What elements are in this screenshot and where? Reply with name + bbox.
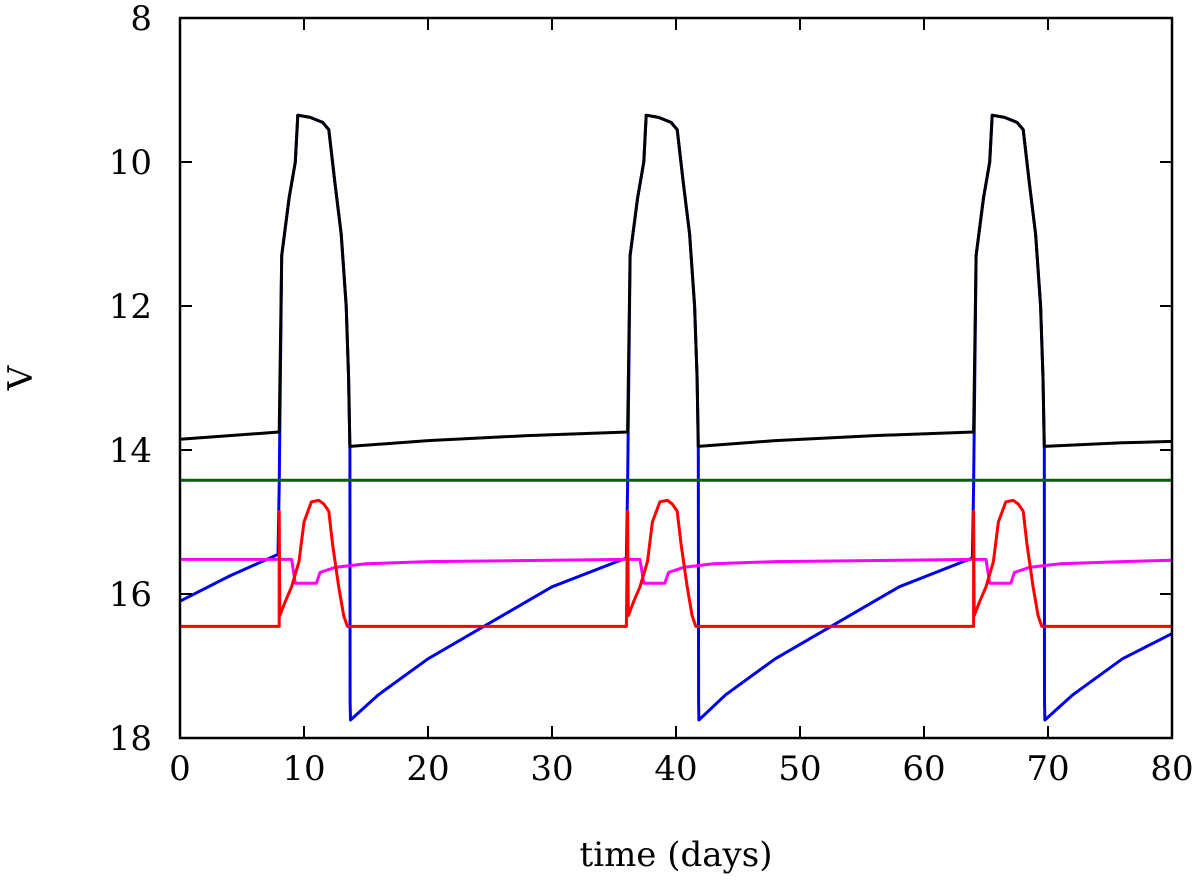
x-tick-label: 60 — [902, 749, 945, 789]
x-tick-label: 10 — [282, 749, 325, 789]
x-tick-label: 0 — [169, 749, 191, 789]
y-tick-label: 18 — [109, 719, 152, 759]
series-line-1 — [179, 113, 1173, 448]
y-tick-label: 16 — [109, 575, 152, 615]
series-layer — [179, 113, 1173, 722]
x-axis-title: time (days) — [580, 835, 773, 875]
x-tick-label: 80 — [1150, 749, 1193, 789]
x-tick-label: 50 — [778, 749, 821, 789]
series-line-4 — [180, 498, 1172, 628]
y-tick-label: 12 — [109, 287, 152, 327]
series-line-0 — [179, 113, 1173, 722]
series-line-3 — [180, 557, 1173, 585]
x-tick-label: 30 — [530, 749, 573, 789]
y-tick-label: 8 — [130, 0, 152, 39]
labels-layer: 0 10 20 30 40 50 60 70 80 8 10 12 14 16 18 — [109, 0, 1194, 789]
x-tick-label: 40 — [654, 749, 697, 789]
ticks-layer — [179, 17, 1173, 739]
x-tick-label: 20 — [406, 749, 449, 789]
y-tick-label: 14 — [109, 431, 152, 471]
y-axis-title: V — [1, 364, 41, 391]
y-tick-label: 10 — [109, 143, 152, 183]
x-tick-label: 70 — [1026, 749, 1069, 789]
